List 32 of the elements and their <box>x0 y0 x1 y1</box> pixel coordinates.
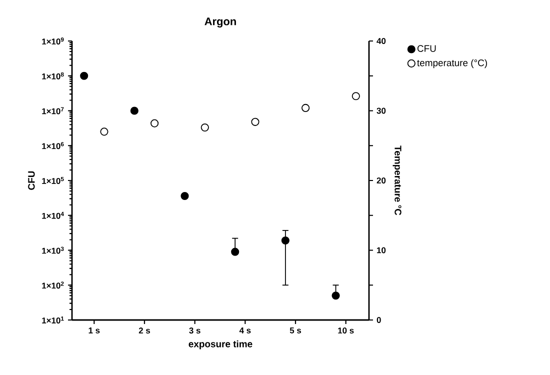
point <box>332 292 340 300</box>
x-tick-label: 3 s <box>189 328 200 334</box>
point <box>180 192 189 200</box>
x-tick-label: 10 s <box>338 328 354 334</box>
x-tick-label: 2 s <box>138 328 150 334</box>
y-tick-label: 1×10$^{2}$ <box>42 282 64 289</box>
x-axis-title: exposure time <box>188 340 252 350</box>
y2-tick-label: 10 <box>377 247 386 254</box>
x-tick-label: 4 s <box>239 328 251 334</box>
y-tick-label: 1×10$^{4}$ <box>42 212 64 219</box>
point <box>231 248 240 256</box>
x-tick-label: 5 s <box>290 328 302 334</box>
y2-tick-label: 30 <box>376 108 386 114</box>
point <box>130 106 138 115</box>
y2-tick-label: 40 <box>376 38 386 44</box>
point <box>80 72 88 80</box>
y-tick-label: 1×10$^{8}$ <box>42 72 64 80</box>
y2-tick-label: 20 <box>376 178 386 184</box>
y-tick-label: 1×10$^{7}$ <box>42 107 64 114</box>
chart-title: Argon <box>204 18 236 28</box>
y-tick-label: 1×10$^{3}$ <box>42 246 64 254</box>
legend-label: temperature (°C) <box>417 59 487 68</box>
y2-tick-label: 0 <box>376 317 381 323</box>
y-tick-label: 1×10$^{6}$ <box>42 142 64 150</box>
y-tick-label: 1×10$^{9}$ <box>42 37 64 45</box>
y-tick-label: 1×10$^{1}$ <box>42 316 64 324</box>
legend-label: CFU <box>417 45 436 52</box>
y-axis-title: CFU <box>28 171 35 190</box>
point <box>281 236 290 245</box>
x-tick-label: 1 s <box>88 328 100 334</box>
y-tick-label: 1×10$^{5}$ <box>42 177 64 184</box>
y2-axis-title: Temperature °C <box>392 146 402 216</box>
